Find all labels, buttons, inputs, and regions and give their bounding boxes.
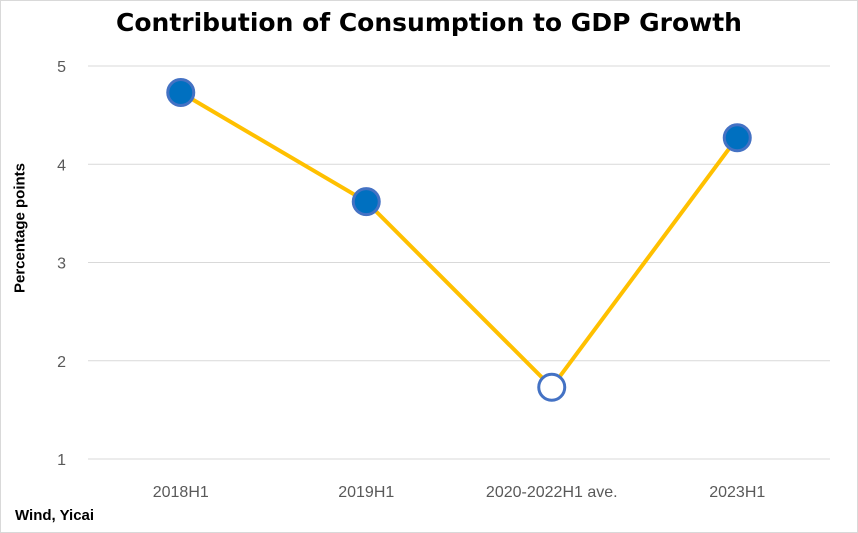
data-point — [722, 123, 752, 153]
series-line — [179, 90, 739, 391]
y-tick-label: 4 — [57, 157, 66, 174]
data-points — [166, 78, 752, 402]
y-tick-label: 5 — [57, 59, 66, 76]
y-tick-label: 2 — [57, 354, 66, 371]
gridlines — [88, 65, 830, 460]
x-tick-label: 2018H1 — [153, 484, 209, 501]
x-tick-label: 2019H1 — [338, 484, 394, 501]
y-tick-labels: 1 2 3 4 5 — [57, 59, 66, 469]
chart-title: Contribution of Consumption to GDP Growt… — [116, 8, 742, 37]
data-point — [537, 372, 567, 402]
x-tick-label: 2020-2022H1 ave. — [486, 484, 618, 501]
y-tick-label: 3 — [57, 256, 66, 273]
data-point — [166, 78, 196, 108]
series-line-path — [179, 90, 739, 391]
x-tick-label: 2023H1 — [709, 484, 765, 501]
data-point — [351, 187, 381, 217]
y-tick-label: 1 — [57, 452, 66, 469]
source-note: Wind, Yicai — [15, 507, 95, 524]
x-tick-labels: 2018H1 2019H1 2020-2022H1 ave. 2023H1 — [153, 484, 766, 501]
